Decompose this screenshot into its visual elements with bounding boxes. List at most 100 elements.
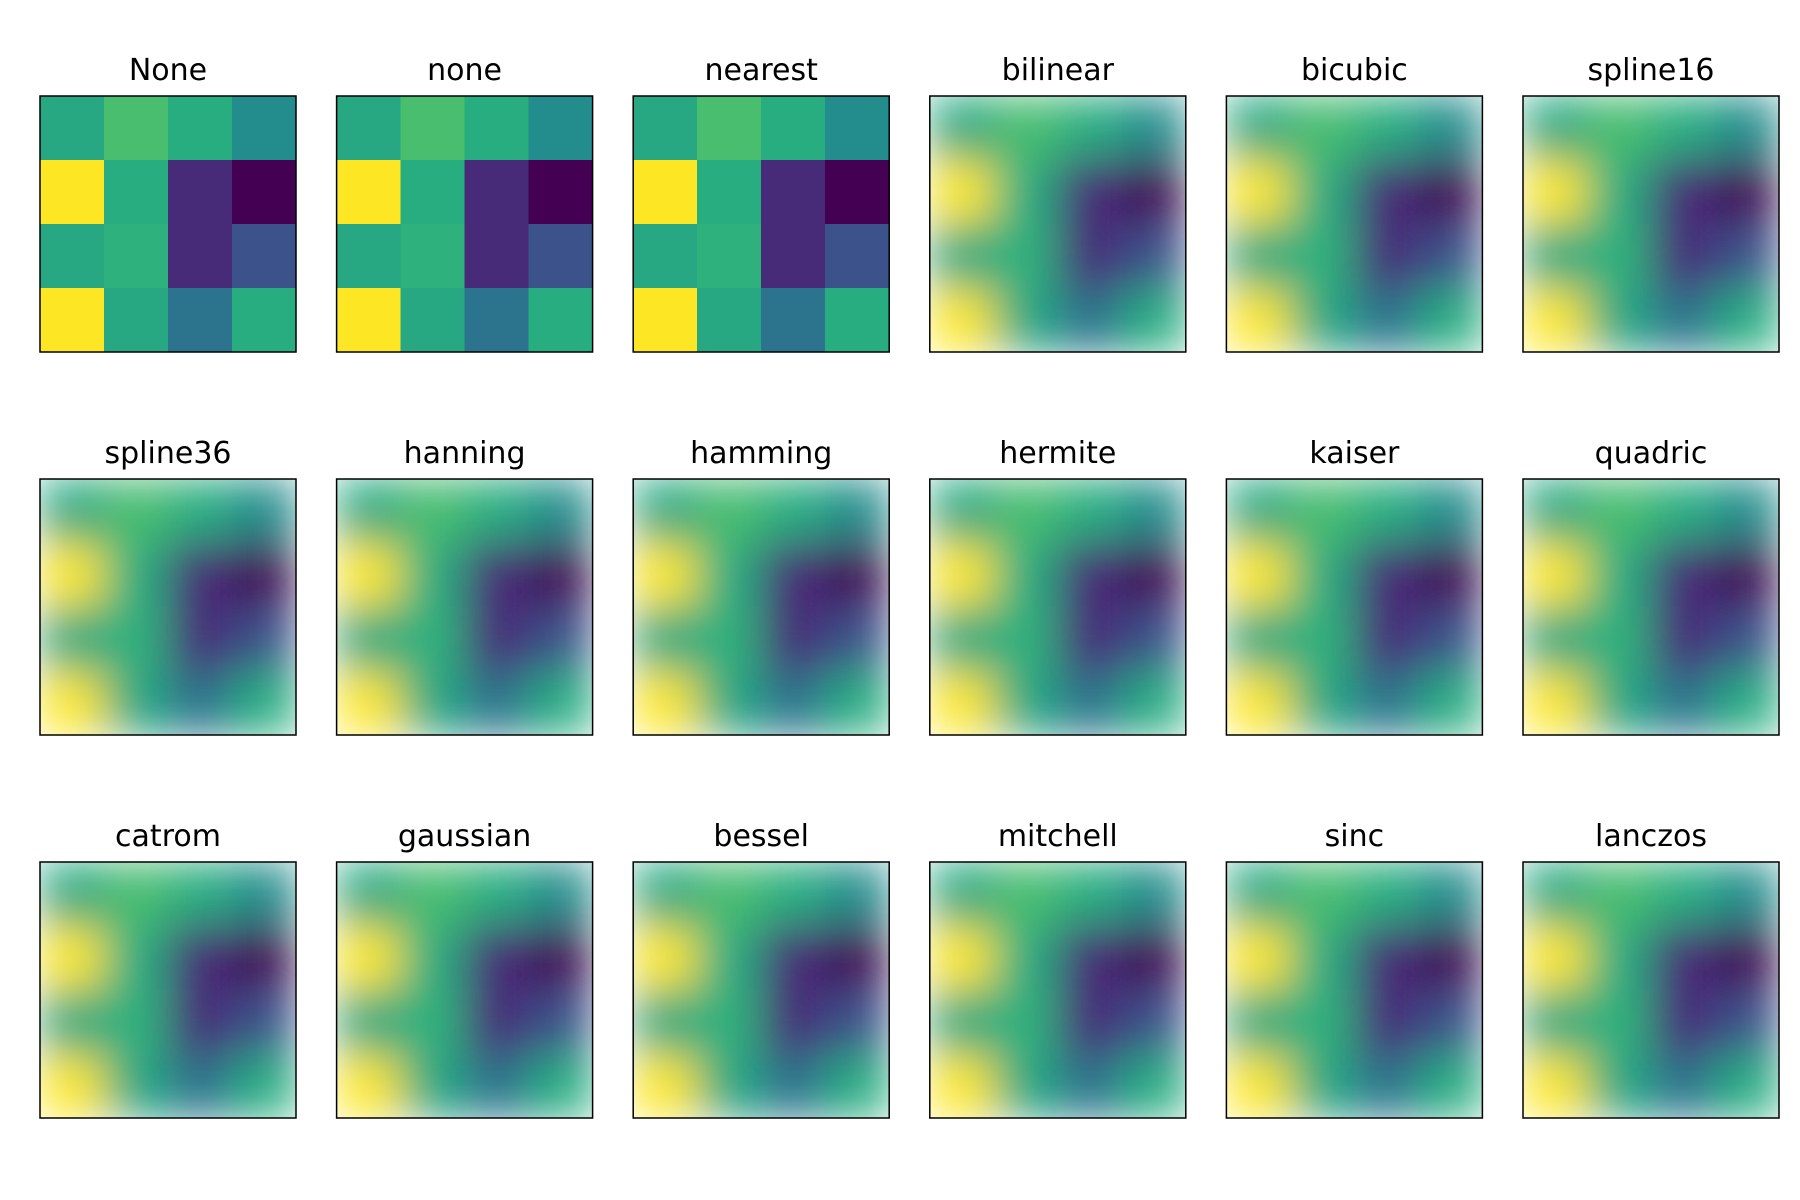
heatmap-cell: [993, 1054, 1059, 1118]
heatmap-cell: [761, 96, 826, 161]
heatmap-cell: [168, 224, 233, 289]
heatmap-cell: [104, 160, 169, 225]
heatmap-cell: [1523, 926, 1588, 991]
heatmap-cell: [1651, 990, 1716, 1055]
heatmap-cell: [761, 543, 826, 608]
panel-title: None: [129, 53, 207, 88]
heatmap-cell: [761, 671, 826, 735]
heatmap-cell: [104, 224, 169, 289]
heatmap-cell: [528, 607, 593, 672]
heatmap-cell: [40, 224, 105, 289]
heatmap-cell: [232, 543, 296, 608]
heatmap-cell: [929, 224, 995, 289]
heatmap-cell: [1418, 288, 1483, 352]
heatmap-cell: [1715, 224, 1779, 289]
heatmap-cell: [697, 160, 762, 225]
heatmap-cell: [1418, 224, 1483, 289]
heatmap-panel: [1523, 96, 1779, 352]
panel-frame: [929, 95, 1187, 353]
heatmap-cell: [336, 96, 402, 161]
heatmap-cell: [168, 96, 233, 161]
heatmap-cell: [1418, 160, 1483, 225]
panel-frame: [1225, 861, 1484, 1119]
heatmap-cell: [929, 288, 995, 352]
heatmap-cell: [1057, 1054, 1123, 1118]
heatmap-cell: [232, 926, 296, 991]
heatmap-cell: [1715, 607, 1779, 672]
heatmap-cell: [1121, 862, 1186, 927]
heatmap-cells: [1226, 96, 1483, 352]
panel-title: mitchell: [998, 819, 1118, 854]
panel-title: bilinear: [1002, 53, 1115, 88]
heatmap-panel: [929, 862, 1186, 1118]
heatmap-cell: [1226, 288, 1291, 352]
heatmap-cell: [1523, 288, 1588, 352]
panel-title: bicubic: [1301, 53, 1408, 88]
heatmap-cell: [1418, 1054, 1483, 1118]
heatmap-cell: [1651, 671, 1716, 735]
heatmap-cell: [1354, 990, 1419, 1055]
panel-title: bessel: [713, 819, 809, 854]
panel-title: nearest: [705, 53, 819, 88]
panel-title: lanczos: [1595, 819, 1707, 854]
heatmap-cell: [1057, 160, 1123, 225]
heatmap-cells: [336, 96, 593, 352]
heatmap-cell: [633, 288, 698, 352]
heatmap-cell: [104, 671, 169, 735]
heatmap-cell: [1057, 288, 1123, 352]
heatmap-cell: [336, 607, 402, 672]
heatmap-cell: [168, 543, 233, 608]
heatmap-cell: [232, 607, 296, 672]
heatmap-cell: [1523, 479, 1588, 544]
heatmap-cell: [232, 479, 296, 544]
heatmap-cell: [1354, 160, 1419, 225]
panel-frame: [39, 478, 297, 736]
heatmap-cell: [464, 543, 530, 608]
heatmap-cell: [1715, 862, 1779, 927]
heatmap-cell: [1587, 862, 1652, 927]
heatmap-cell: [1121, 1054, 1186, 1118]
panel-frame: [39, 95, 297, 353]
panel-title: gaussian: [398, 819, 531, 854]
panel-frame: [1522, 478, 1780, 736]
heatmap-cell: [1587, 288, 1652, 352]
heatmap-cells: [40, 96, 296, 352]
heatmap-cell: [697, 288, 762, 352]
heatmap-cell: [697, 96, 762, 161]
heatmap-cell: [633, 1054, 698, 1118]
heatmap-cell: [104, 607, 169, 672]
panel-title: spline16: [1588, 53, 1715, 88]
heatmap-cell: [993, 671, 1059, 735]
heatmap-cell: [528, 1054, 593, 1118]
heatmap-panel: [929, 479, 1186, 735]
heatmap-cell: [1715, 671, 1779, 735]
heatmap-cell: [40, 479, 105, 544]
heatmap-cell: [400, 990, 466, 1055]
heatmap-cell: [528, 990, 593, 1055]
heatmap-cell: [40, 926, 105, 991]
heatmap-panel: [40, 479, 296, 735]
heatmap-cell: [104, 990, 169, 1055]
heatmap-cell: [1418, 607, 1483, 672]
heatmap-cell: [633, 607, 698, 672]
heatmap-cell: [336, 543, 402, 608]
heatmap-cell: [1587, 224, 1652, 289]
panel-frame: [632, 95, 890, 353]
heatmap-cell: [528, 671, 593, 735]
heatmap-cell: [993, 224, 1059, 289]
heatmap-cell: [1290, 862, 1355, 927]
heatmap-cell: [464, 671, 530, 735]
heatmap-cell: [1354, 607, 1419, 672]
heatmap-cell: [1523, 1054, 1588, 1118]
heatmap-cell: [1121, 160, 1186, 225]
heatmap-cell: [168, 160, 233, 225]
heatmap-cell: [1715, 990, 1779, 1055]
heatmap-cell: [104, 288, 169, 352]
heatmap-cell: [464, 607, 530, 672]
heatmap-cell: [825, 224, 890, 289]
panel-frame: [1522, 95, 1780, 353]
heatmap-cell: [1121, 288, 1186, 352]
heatmap-panel: [40, 862, 296, 1118]
heatmap-cell: [761, 479, 826, 544]
heatmap-cell: [528, 288, 593, 352]
